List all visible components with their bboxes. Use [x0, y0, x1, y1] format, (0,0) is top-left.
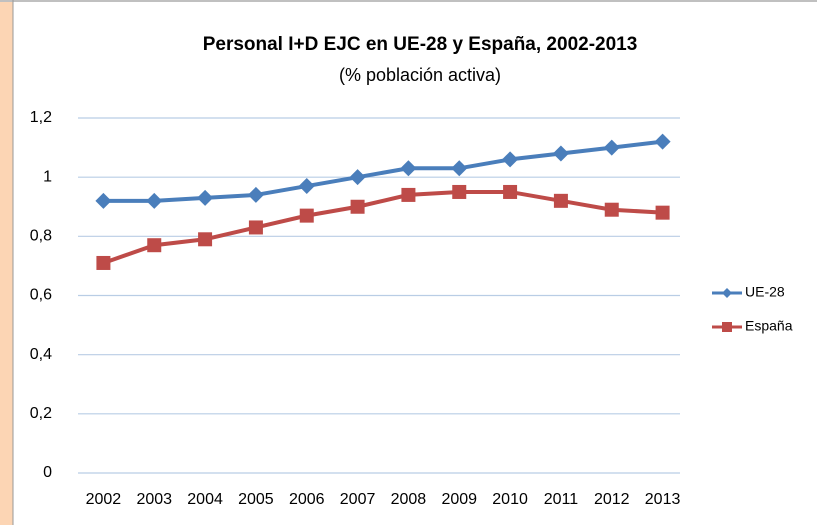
x-tick-label: 2012	[594, 491, 630, 508]
series-line	[102, 189, 663, 265]
point	[401, 187, 416, 202]
x-tick-label: 2008	[391, 491, 427, 508]
point	[247, 186, 264, 203]
side-strip	[0, 0, 13, 525]
point	[604, 202, 619, 217]
point	[349, 169, 366, 186]
point	[147, 238, 162, 253]
point	[350, 199, 365, 214]
x-tick-label: 2003	[136, 491, 172, 508]
chart-subtitle: (% población activa)	[339, 65, 501, 85]
y-tick-label: 1,2	[30, 109, 52, 126]
point	[298, 178, 315, 195]
chart-area	[13, 0, 817, 525]
y-tick-label: 0,4	[30, 346, 52, 363]
y-tick-label: 0,2	[30, 405, 52, 422]
point	[655, 205, 670, 220]
y-tick-label: 1	[43, 168, 52, 185]
x-tick-label: 2005	[238, 491, 274, 508]
x-tick-label: 2011	[544, 491, 579, 508]
series-line	[103, 139, 663, 203]
y-tick-label: 0,8	[30, 228, 52, 245]
legend-label: España	[745, 318, 793, 334]
point	[96, 255, 111, 270]
point	[299, 208, 314, 223]
point	[248, 220, 263, 235]
point	[503, 184, 518, 199]
x-tick-label: 2010	[492, 491, 528, 508]
legend-label: UE-28	[745, 284, 785, 300]
point	[552, 145, 569, 162]
point	[197, 189, 214, 206]
legend-marker	[722, 288, 732, 298]
point	[400, 160, 417, 177]
point	[452, 184, 467, 199]
x-tick-label: 2006	[289, 491, 325, 508]
y-tick-label: 0,6	[30, 287, 52, 304]
x-tick-label: 2007	[340, 491, 376, 508]
point	[603, 139, 620, 156]
point	[654, 133, 671, 150]
x-tick-label: 2013	[645, 491, 681, 508]
point	[553, 193, 568, 208]
chart-title: Personal I+D EJC en UE-28 y España, 2002…	[203, 34, 638, 55]
point	[451, 160, 468, 177]
x-tick-label: 2009	[441, 491, 477, 508]
point	[502, 151, 519, 168]
x-tick-label: 2004	[187, 491, 223, 508]
point	[198, 232, 213, 247]
y-tick-label: 0	[43, 464, 52, 481]
point	[95, 192, 112, 209]
x-tick-label: 2002	[86, 491, 122, 508]
point	[146, 192, 163, 209]
legend-marker	[722, 322, 732, 332]
